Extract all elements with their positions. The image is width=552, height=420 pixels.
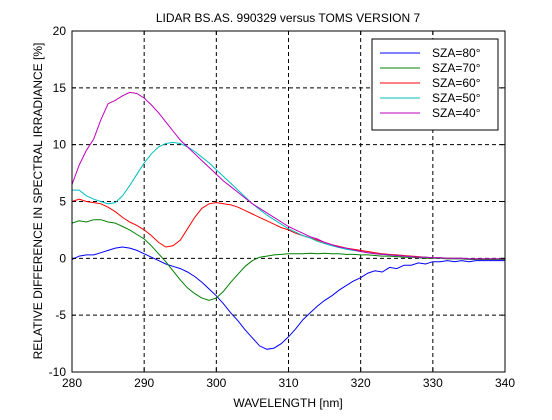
x-tick-label: 330: [423, 376, 443, 390]
chart-title: LIDAR BS.AS. 990329 versus TOMS VERSION …: [156, 11, 421, 25]
y-tick-label: 15: [53, 81, 67, 95]
axis-ticks: 280 290 300 310 320 330 340 -10 -5 0 5 10 15 20: [49, 24, 516, 390]
x-tick-label: 300: [206, 376, 226, 390]
y-tick-label: 5: [59, 195, 66, 209]
legend-label: SZA=50°: [432, 91, 481, 105]
legend-label: SZA=60°: [432, 76, 481, 90]
legend-label: SZA=40°: [432, 106, 481, 120]
x-axis-label: WAVELENGTH [nm]: [233, 396, 342, 410]
legend-box: [371, 38, 499, 131]
series-line-sza-40: [71, 91, 505, 260]
x-tick-label: 280: [62, 376, 82, 390]
legend: SZA=80°SZA=70°SZA=60°SZA=50°SZA=40°: [371, 38, 499, 131]
x-tick-label: 320: [351, 376, 371, 390]
y-tick-label: -5: [55, 308, 66, 322]
y-tick-label: 10: [53, 138, 67, 152]
x-tick-label: 340: [495, 376, 515, 390]
y-tick-label: -10: [49, 365, 67, 379]
x-tick-label: 310: [278, 376, 298, 390]
series-line-sza-80: [71, 246, 505, 350]
y-axis-label: RELATIVE DIFFERENCE IN SPECTRAL IRRADIAN…: [31, 43, 45, 360]
y-tick-label: 20: [53, 24, 67, 38]
legend-label: SZA=70°: [432, 61, 481, 75]
data-series: [71, 91, 505, 350]
legend-label: SZA=80°: [432, 46, 481, 60]
y-tick-label: 0: [59, 251, 66, 265]
x-tick-label: 290: [134, 376, 154, 390]
